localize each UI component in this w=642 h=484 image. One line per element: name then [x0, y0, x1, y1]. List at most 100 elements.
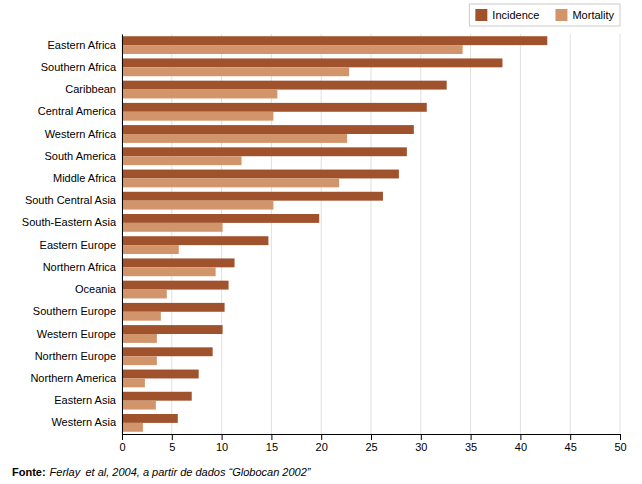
tick-label: 30 [415, 441, 427, 453]
axis-line [123, 435, 621, 441]
tick: 50 [614, 434, 626, 453]
x-axis: 0 5 10 15 20 25 30 35 40 45 50 [119, 434, 626, 453]
tick-mark [371, 434, 372, 440]
tick: Northern Europe [35, 350, 116, 362]
bar [122, 423, 143, 432]
bar [122, 334, 157, 343]
tick: Western Europe [37, 328, 116, 340]
tick-mark [620, 434, 621, 440]
tick-label: 5 [169, 441, 175, 453]
series [122, 45, 463, 432]
bar [122, 36, 547, 45]
tick-label: South Central Asia [25, 194, 117, 206]
bar [122, 192, 383, 201]
grid-line [321, 34, 322, 434]
tick: Eastern Africa [48, 39, 117, 51]
grid-line [420, 34, 421, 434]
bar [122, 401, 156, 410]
bar [122, 236, 268, 245]
bar [122, 356, 157, 365]
tick-label: Middle Africa [53, 172, 117, 184]
tick-label: South-Eastern Asia [22, 216, 117, 228]
legend-swatch [475, 9, 487, 21]
tick-label: Eastern Asia [54, 394, 117, 406]
grid-line [371, 34, 372, 434]
tick: Western Africa [45, 128, 117, 140]
tick-label: Southern Europe [33, 305, 116, 317]
y-axis: Eastern Africa Southern Africa Caribbean Ce… [22, 35, 123, 435]
tick: Southern Europe [33, 305, 116, 317]
bar [122, 90, 277, 99]
bar [122, 214, 319, 223]
bar [122, 281, 229, 290]
bar [122, 370, 199, 379]
bar [122, 258, 235, 267]
tick-label: 25 [365, 441, 377, 453]
bars [122, 36, 547, 432]
bar [122, 414, 178, 423]
bar [122, 312, 161, 321]
tick-label: Northern Africa [43, 261, 117, 273]
tick-label: Western Europe [37, 328, 116, 340]
tick: Caribbean [65, 83, 116, 95]
tick: Eastern Asia [54, 394, 117, 406]
tick-label: 40 [515, 441, 527, 453]
tick: 25 [365, 434, 377, 453]
bar [122, 134, 347, 143]
bar [122, 156, 242, 165]
tick: 0 [119, 434, 125, 453]
tick-mark [321, 434, 322, 440]
legend-frame [469, 4, 620, 26]
grid-line [520, 34, 521, 434]
tick-label: Caribbean [65, 83, 116, 95]
bar [122, 125, 414, 134]
tick-label: Southern Africa [41, 61, 117, 73]
bar [122, 67, 349, 76]
bar [122, 347, 213, 356]
legend: Incidence Mortality [469, 4, 620, 26]
bar [122, 267, 216, 276]
tick: 15 [266, 434, 278, 453]
bar [122, 112, 273, 121]
legend-item: Incidence [475, 9, 539, 21]
plot: 0 5 10 15 20 25 30 35 40 45 50 Eastern Africa Southe… [22, 34, 627, 453]
legend-label: Mortality [572, 9, 614, 21]
tick-label: 20 [316, 441, 328, 453]
tick-label: 45 [565, 441, 577, 453]
legend-swatch [555, 9, 567, 21]
tick-label: 50 [614, 441, 626, 453]
tick: 20 [316, 434, 328, 453]
bar [122, 170, 399, 179]
legend-label: Incidence [492, 9, 539, 21]
tick-mark [271, 434, 272, 440]
tick: South Central Asia [25, 194, 117, 206]
tick: 30 [415, 434, 427, 453]
tick-mark [172, 434, 173, 440]
grid-line [570, 34, 571, 434]
tick-label: Northern Europe [35, 350, 116, 362]
tick: 40 [515, 434, 527, 453]
bar [122, 58, 502, 67]
tick-label: South America [44, 150, 116, 162]
grid-line [122, 34, 123, 434]
tick-label: Western Asia [51, 416, 116, 428]
tick-label: 10 [216, 441, 228, 453]
axis-line [122, 35, 123, 435]
source-note-part: Fonte: [12, 466, 46, 478]
tick: Eastern Europe [40, 239, 116, 251]
tick-label: 0 [119, 441, 125, 453]
tick: Oceania [75, 283, 117, 295]
source-note: Fonte: Ferlay et al, 2004, a partir de da… [12, 466, 312, 478]
tick-label: Eastern Europe [40, 239, 116, 251]
bar [122, 103, 427, 112]
tick-label: 35 [465, 441, 477, 453]
series [122, 36, 547, 423]
bar [122, 378, 145, 387]
tick: Western Asia [51, 416, 116, 428]
tick: Northern Africa [43, 261, 117, 273]
tick: 10 [216, 434, 228, 453]
tick-mark [570, 434, 571, 440]
tick: Central America [38, 105, 117, 117]
source-note-part: Ferlay et al, 2004, a partir de dados “G… [50, 466, 312, 478]
tick: Middle Africa [53, 172, 117, 184]
